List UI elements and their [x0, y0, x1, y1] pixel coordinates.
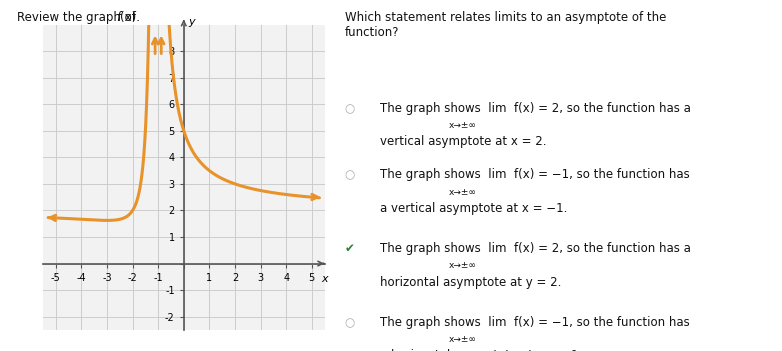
Text: ✔: ✔: [345, 242, 354, 255]
Text: (x).: (x).: [120, 11, 141, 24]
Text: The graph shows  lim  f(x) = −1, so the function has: The graph shows lim f(x) = −1, so the fu…: [380, 168, 690, 181]
Text: The graph shows  lim  f(x) = 2, so the function has a: The graph shows lim f(x) = 2, so the fun…: [380, 102, 691, 115]
Text: x→±∞: x→±∞: [448, 261, 476, 271]
Text: Review the graph of: Review the graph of: [17, 11, 140, 24]
Text: x→±∞: x→±∞: [448, 188, 476, 197]
Text: y: y: [188, 17, 195, 27]
Text: ○: ○: [345, 102, 355, 115]
Text: a horizontal asymptote at y = −1.: a horizontal asymptote at y = −1.: [380, 349, 582, 351]
Text: x: x: [321, 274, 328, 284]
Text: f: f: [116, 11, 120, 24]
Text: horizontal asymptote at y = 2.: horizontal asymptote at y = 2.: [380, 276, 561, 289]
Text: x→±∞: x→±∞: [448, 335, 476, 344]
Text: vertical asymptote at x = 2.: vertical asymptote at x = 2.: [380, 135, 547, 148]
Text: The graph shows  lim  f(x) = 2, so the function has a: The graph shows lim f(x) = 2, so the fun…: [380, 242, 691, 255]
Text: ○: ○: [345, 316, 355, 329]
Text: ○: ○: [345, 168, 355, 181]
Text: a vertical asymptote at x = −1.: a vertical asymptote at x = −1.: [380, 202, 567, 215]
Text: Which statement relates limits to an asymptote of the
function?: Which statement relates limits to an asy…: [345, 11, 666, 39]
Text: The graph shows  lim  f(x) = −1, so the function has: The graph shows lim f(x) = −1, so the fu…: [380, 316, 690, 329]
Text: x→±∞: x→±∞: [448, 121, 476, 130]
